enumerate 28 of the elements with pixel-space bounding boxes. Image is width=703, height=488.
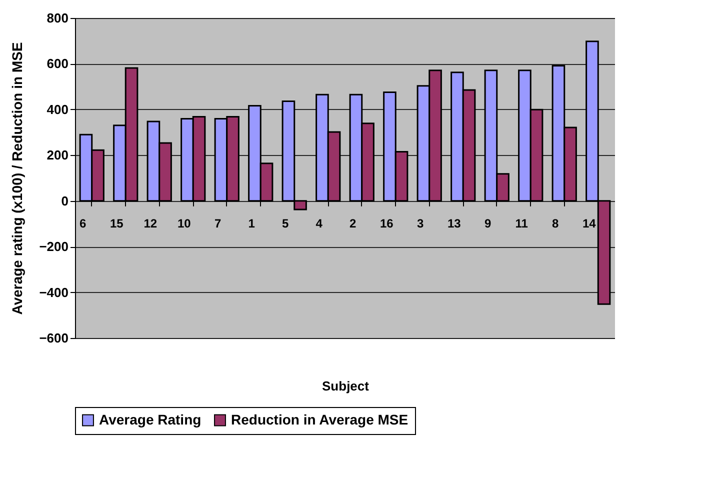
y-tick-label: 0 (61, 193, 68, 208)
x-tick-label: 11 (515, 216, 528, 230)
x-tick-label: 16 (380, 216, 394, 230)
y-tick-label: −600 (39, 330, 68, 346)
legend-label: Average Rating (99, 411, 202, 428)
y-tick-label: 800 (46, 10, 68, 26)
x-tick-label: 7 (214, 216, 222, 230)
x-tick-label: 6 (80, 216, 87, 230)
x-tick-label: 3 (417, 216, 424, 230)
x-tick-label: 8 (552, 216, 560, 230)
x-tick-label: 1 (248, 216, 256, 230)
y-tick-label: −400 (39, 284, 68, 300)
x-tick-label: 2 (350, 216, 357, 230)
x-tick-label: 10 (177, 216, 192, 230)
x-tick-label: 9 (484, 216, 492, 230)
x-tick-label: 4 (316, 216, 323, 230)
x-tick-label: 15 (110, 216, 124, 230)
legend-label: Reduction in Average MSE (231, 411, 408, 428)
y-tick-label: 600 (46, 56, 68, 72)
y-tick-label: 400 (46, 102, 68, 117)
y-tick-label: 200 (46, 148, 68, 163)
y-tick-label: −200 (39, 239, 68, 254)
x-axis-title: Subject (322, 378, 370, 394)
x-tick-label: 13 (447, 216, 462, 230)
x-tick-label: 5 (282, 216, 290, 230)
x-tick-label: 12 (144, 216, 158, 230)
y-axis-title: Average rating (x100) / Reduction in MSE (9, 42, 26, 315)
x-tick-label: 14 (582, 216, 596, 230)
